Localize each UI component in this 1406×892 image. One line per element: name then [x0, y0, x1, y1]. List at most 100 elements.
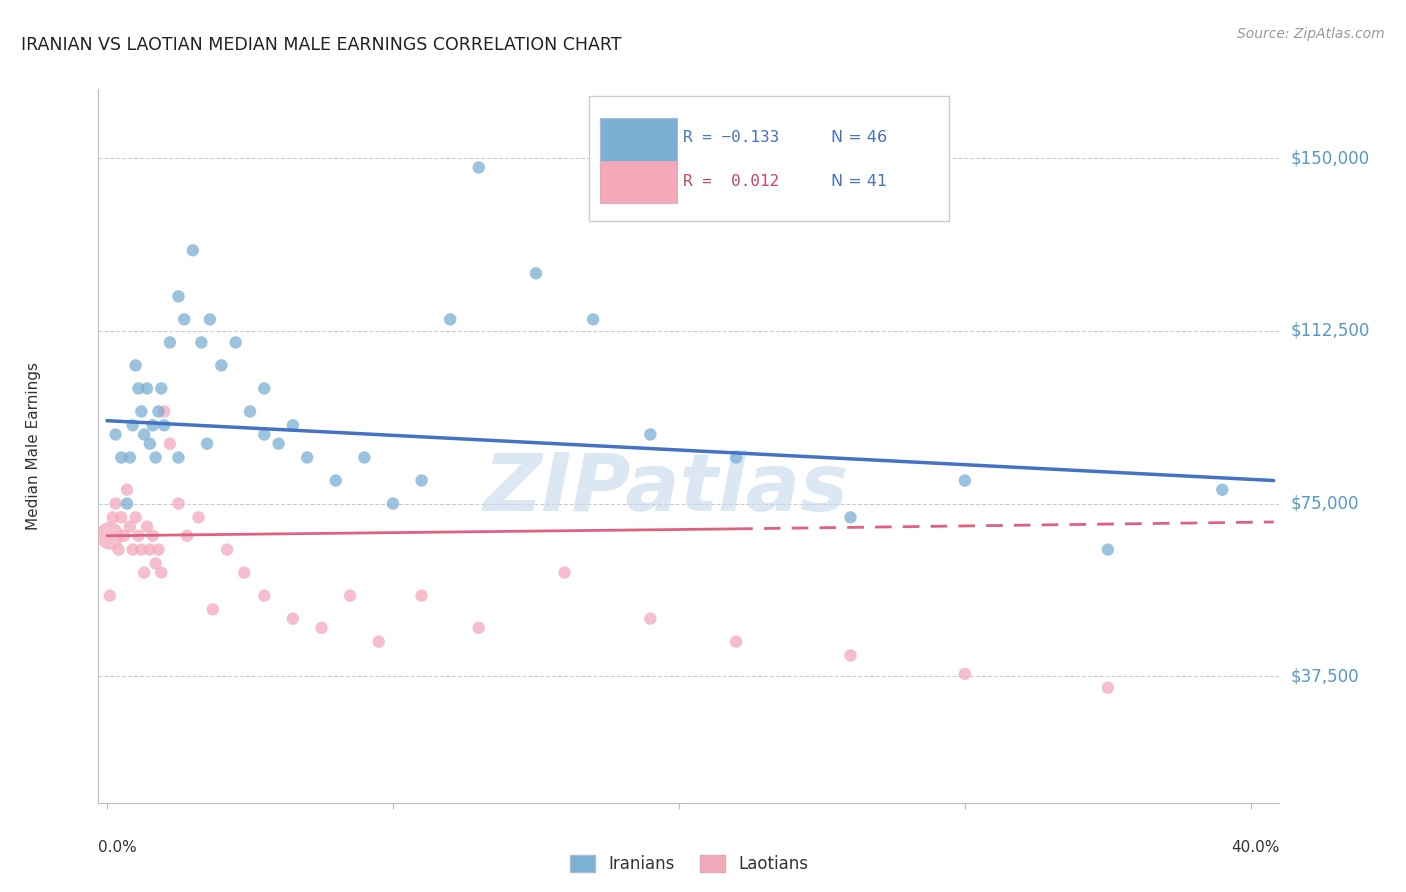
- Point: [121, 418, 143, 433]
- Point: [107, 542, 129, 557]
- Point: [136, 519, 159, 533]
- Point: [225, 335, 247, 350]
- Text: 40.0%: 40.0%: [1232, 839, 1279, 855]
- Point: [127, 529, 149, 543]
- Point: [124, 510, 146, 524]
- FancyBboxPatch shape: [589, 96, 949, 221]
- Point: [167, 289, 190, 303]
- Point: [98, 529, 121, 543]
- Point: [839, 648, 862, 663]
- Point: [267, 436, 290, 450]
- Text: $150,000: $150,000: [1291, 149, 1369, 168]
- Legend: Iranians, Laotians: Iranians, Laotians: [564, 848, 814, 880]
- Point: [353, 450, 375, 465]
- Point: [253, 589, 276, 603]
- Point: [104, 427, 127, 442]
- Point: [173, 312, 195, 326]
- Point: [118, 450, 141, 465]
- Point: [468, 161, 491, 175]
- Point: [115, 483, 138, 497]
- Text: ZIPatlas: ZIPatlas: [482, 450, 848, 528]
- Point: [134, 566, 156, 580]
- Point: [311, 621, 333, 635]
- Point: [253, 381, 276, 395]
- Point: [953, 474, 976, 488]
- Text: $112,500: $112,500: [1291, 322, 1369, 340]
- Point: [439, 312, 461, 326]
- Point: [159, 335, 181, 350]
- Point: [167, 450, 190, 465]
- Point: [104, 497, 127, 511]
- Point: [233, 566, 256, 580]
- Text: R = −0.133: R = −0.133: [683, 130, 779, 145]
- Point: [187, 510, 209, 524]
- Point: [153, 418, 176, 433]
- Point: [411, 589, 433, 603]
- Point: [134, 427, 156, 442]
- Text: $37,500: $37,500: [1291, 667, 1360, 685]
- Point: [195, 436, 218, 450]
- Point: [217, 542, 239, 557]
- Point: [1097, 681, 1119, 695]
- Point: [281, 418, 304, 433]
- Point: [281, 612, 304, 626]
- Point: [121, 542, 143, 557]
- Point: [145, 450, 167, 465]
- Text: N = 46: N = 46: [831, 130, 887, 145]
- Point: [554, 566, 576, 580]
- Point: [953, 666, 976, 681]
- Point: [150, 381, 173, 395]
- Point: [468, 621, 491, 635]
- Point: [725, 634, 748, 648]
- Text: Median Male Earnings: Median Male Earnings: [25, 362, 41, 530]
- FancyBboxPatch shape: [600, 118, 678, 161]
- Point: [98, 589, 121, 603]
- Text: 0.0%: 0.0%: [98, 839, 138, 855]
- Point: [153, 404, 176, 418]
- Point: [148, 404, 170, 418]
- Point: [582, 312, 605, 326]
- Point: [839, 510, 862, 524]
- Point: [131, 404, 153, 418]
- Point: [640, 427, 662, 442]
- Point: [142, 529, 165, 543]
- Text: IRANIAN VS LAOTIAN MEDIAN MALE EARNINGS CORRELATION CHART: IRANIAN VS LAOTIAN MEDIAN MALE EARNINGS …: [21, 36, 621, 54]
- Point: [127, 381, 149, 395]
- Point: [139, 542, 162, 557]
- Point: [124, 359, 146, 373]
- Point: [131, 542, 153, 557]
- Point: [145, 557, 167, 571]
- Point: [524, 266, 547, 280]
- Point: [101, 510, 124, 524]
- Point: [176, 529, 198, 543]
- Point: [209, 359, 232, 373]
- Point: [640, 612, 662, 626]
- FancyBboxPatch shape: [600, 161, 678, 203]
- Point: [190, 335, 212, 350]
- Point: [110, 510, 132, 524]
- Point: [725, 450, 748, 465]
- Point: [239, 404, 262, 418]
- Point: [1097, 542, 1119, 557]
- Point: [110, 450, 132, 465]
- Point: [112, 529, 135, 543]
- Point: [148, 542, 170, 557]
- Point: [167, 497, 190, 511]
- Point: [136, 381, 159, 395]
- Text: Source: ZipAtlas.com: Source: ZipAtlas.com: [1237, 27, 1385, 41]
- Text: $75,000: $75,000: [1291, 494, 1360, 513]
- Point: [142, 418, 165, 433]
- Point: [150, 566, 173, 580]
- Point: [325, 474, 347, 488]
- Point: [1211, 483, 1233, 497]
- Point: [181, 244, 204, 258]
- Point: [115, 497, 138, 511]
- Point: [295, 450, 318, 465]
- Point: [381, 497, 404, 511]
- Point: [339, 589, 361, 603]
- Point: [253, 427, 276, 442]
- Point: [159, 436, 181, 450]
- Text: N = 41: N = 41: [831, 175, 887, 189]
- Point: [367, 634, 389, 648]
- Point: [411, 474, 433, 488]
